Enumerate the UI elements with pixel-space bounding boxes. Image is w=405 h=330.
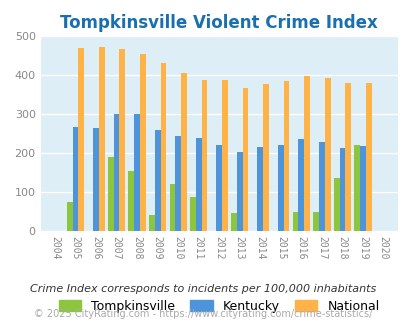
- Bar: [303, 77, 309, 231]
- Bar: [292, 212, 298, 231]
- Bar: [169, 184, 175, 231]
- Bar: [216, 145, 222, 231]
- Bar: [72, 127, 78, 231]
- Bar: [160, 63, 166, 231]
- Text: Crime Index corresponds to incidents per 100,000 inhabitants: Crime Index corresponds to incidents per…: [30, 284, 375, 294]
- Bar: [283, 82, 289, 231]
- Bar: [175, 136, 181, 231]
- Legend: Tompkinsville, Kentucky, National: Tompkinsville, Kentucky, National: [59, 300, 379, 313]
- Bar: [365, 83, 371, 231]
- Bar: [324, 78, 330, 231]
- Bar: [359, 146, 365, 231]
- Bar: [67, 202, 72, 231]
- Bar: [195, 138, 201, 231]
- Bar: [339, 148, 345, 231]
- Bar: [298, 140, 303, 231]
- Bar: [345, 83, 350, 231]
- Bar: [78, 49, 84, 231]
- Bar: [99, 47, 104, 231]
- Bar: [149, 215, 154, 231]
- Bar: [108, 157, 113, 231]
- Bar: [128, 171, 134, 231]
- Bar: [140, 54, 145, 231]
- Bar: [113, 114, 119, 231]
- Bar: [277, 145, 283, 231]
- Bar: [242, 88, 248, 231]
- Bar: [354, 145, 359, 231]
- Bar: [257, 147, 262, 231]
- Title: Tompkinsville Violent Crime Index: Tompkinsville Violent Crime Index: [60, 14, 377, 32]
- Text: © 2025 CityRating.com - https://www.cityrating.com/crime-statistics/: © 2025 CityRating.com - https://www.city…: [34, 309, 371, 319]
- Bar: [222, 80, 227, 231]
- Bar: [190, 197, 195, 231]
- Bar: [154, 130, 160, 231]
- Bar: [181, 73, 186, 231]
- Bar: [262, 84, 268, 231]
- Bar: [313, 212, 318, 231]
- Bar: [333, 179, 339, 231]
- Bar: [134, 114, 140, 231]
- Bar: [93, 128, 99, 231]
- Bar: [230, 214, 236, 231]
- Bar: [236, 152, 242, 231]
- Bar: [201, 80, 207, 231]
- Bar: [318, 142, 324, 231]
- Bar: [119, 49, 125, 231]
